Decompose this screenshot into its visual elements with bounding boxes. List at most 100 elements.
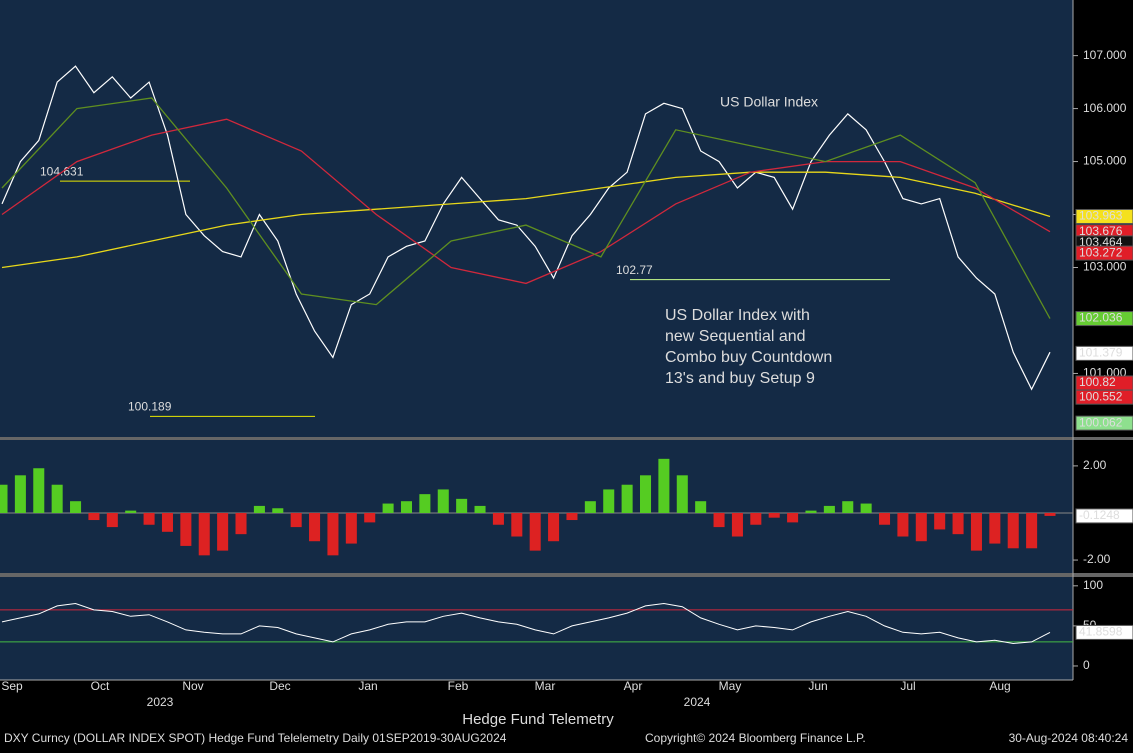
level-label: 100.189 (128, 400, 172, 414)
value-tag-label: 103.272 (1079, 245, 1123, 259)
annotation: 13's and buy Setup 9 (665, 370, 815, 387)
level-label: 104.631 (40, 164, 84, 178)
bar (695, 501, 707, 513)
bar (934, 512, 946, 530)
value-tag-label: 102.036 (1079, 311, 1123, 325)
bar (823, 505, 835, 513)
x-tick-label: Jan (358, 679, 377, 693)
x-tick-label: Jul (900, 679, 915, 693)
bar (106, 512, 118, 528)
bar (915, 512, 927, 542)
bar (456, 498, 468, 513)
x-axis-title: Hedge Fund Telemetry (462, 711, 614, 728)
y-tick-label: 103.000 (1083, 260, 1127, 274)
moving-average (1, 118, 1051, 285)
panel-bg (0, 440, 1073, 573)
divider (0, 437, 1133, 440)
y-tick-label: -2.00 (1083, 552, 1111, 566)
bar (1026, 512, 1038, 549)
rsi-line (1, 602, 1051, 645)
bar (676, 475, 688, 513)
annotation: new Sequential and (665, 328, 806, 345)
price-line (1, 65, 1051, 391)
y-tick-label: 100 (1083, 578, 1103, 592)
bar (548, 512, 560, 542)
bar (70, 501, 82, 513)
footer-left: DXY Curncy (DOLLAR INDEX SPOT) Hedge Fun… (4, 731, 507, 745)
x-tick-label: Mar (535, 679, 556, 693)
bar (327, 512, 339, 556)
divider (0, 573, 1133, 577)
bar (14, 475, 26, 513)
bar (382, 503, 394, 513)
bar (952, 512, 964, 535)
value-tag-label: 41.8598 (1079, 625, 1123, 639)
bar (1007, 512, 1019, 549)
bar (345, 512, 357, 544)
value-tag-label: 100.062 (1079, 415, 1123, 429)
bar (1044, 512, 1056, 516)
bar (88, 512, 100, 521)
value-tag (1075, 345, 1133, 361)
bar (400, 501, 413, 513)
x-tick-label: Feb (448, 679, 469, 693)
bar (364, 512, 376, 523)
panel-bg (0, 577, 1073, 680)
bar (235, 512, 247, 535)
bar (603, 489, 615, 513)
bar (860, 503, 872, 513)
value-tag-label: 103.676 (1079, 224, 1123, 238)
bar (161, 512, 173, 532)
bar (309, 512, 321, 542)
value-tag-label: 101.379 (1079, 346, 1123, 360)
bar (713, 512, 725, 528)
bar (529, 512, 541, 551)
value-tag (1075, 624, 1133, 640)
bar (842, 501, 854, 513)
bar (805, 510, 817, 513)
bar (658, 458, 670, 513)
bar (253, 505, 265, 513)
chart-title: US Dollar Index (720, 94, 818, 110)
value-tag (1075, 508, 1133, 524)
bar (750, 512, 762, 525)
value-tag (1075, 208, 1133, 224)
x-tick-label: Nov (182, 679, 203, 693)
bar (787, 512, 799, 523)
annotation: Combo buy Countdown (665, 349, 832, 366)
footer-center: Copyright© 2024 Bloomberg Finance L.P. (645, 731, 866, 745)
bar (143, 512, 155, 525)
value-tag-label: 103.963 (1079, 209, 1123, 223)
x-tick-label: Oct (91, 679, 110, 693)
bar (474, 505, 486, 513)
bar (125, 510, 137, 513)
x-tick-label: Dec (269, 679, 290, 693)
value-tag (1075, 415, 1133, 431)
value-tag (1075, 311, 1133, 327)
bar (0, 484, 8, 513)
value-tag-label: -0.1248 (1079, 508, 1120, 522)
bar (272, 508, 284, 513)
level-label: 102.77 (616, 263, 653, 277)
x-tick-label: Jun (808, 679, 827, 693)
x-tick-label: Sep (1, 679, 23, 693)
value-tag-label: 100.552 (1079, 389, 1123, 403)
value-tag-label: 100.82 (1079, 375, 1116, 389)
bar (639, 475, 652, 513)
y-tick-label: 0 (1083, 658, 1090, 672)
x-tick-label: May (719, 679, 742, 693)
x-tick-label: Apr (624, 679, 643, 693)
bar (566, 512, 578, 521)
bar (180, 512, 192, 546)
bar (970, 512, 982, 551)
bar (492, 512, 504, 525)
moving-average (1, 97, 1051, 319)
value-tag (1075, 389, 1133, 405)
y-tick-label: 106.000 (1083, 101, 1127, 115)
bar (51, 484, 63, 513)
bar (217, 512, 229, 551)
bar (290, 512, 302, 528)
annotation: US Dollar Index with (665, 307, 810, 324)
moving-average (1, 171, 1051, 269)
bar (621, 484, 633, 513)
